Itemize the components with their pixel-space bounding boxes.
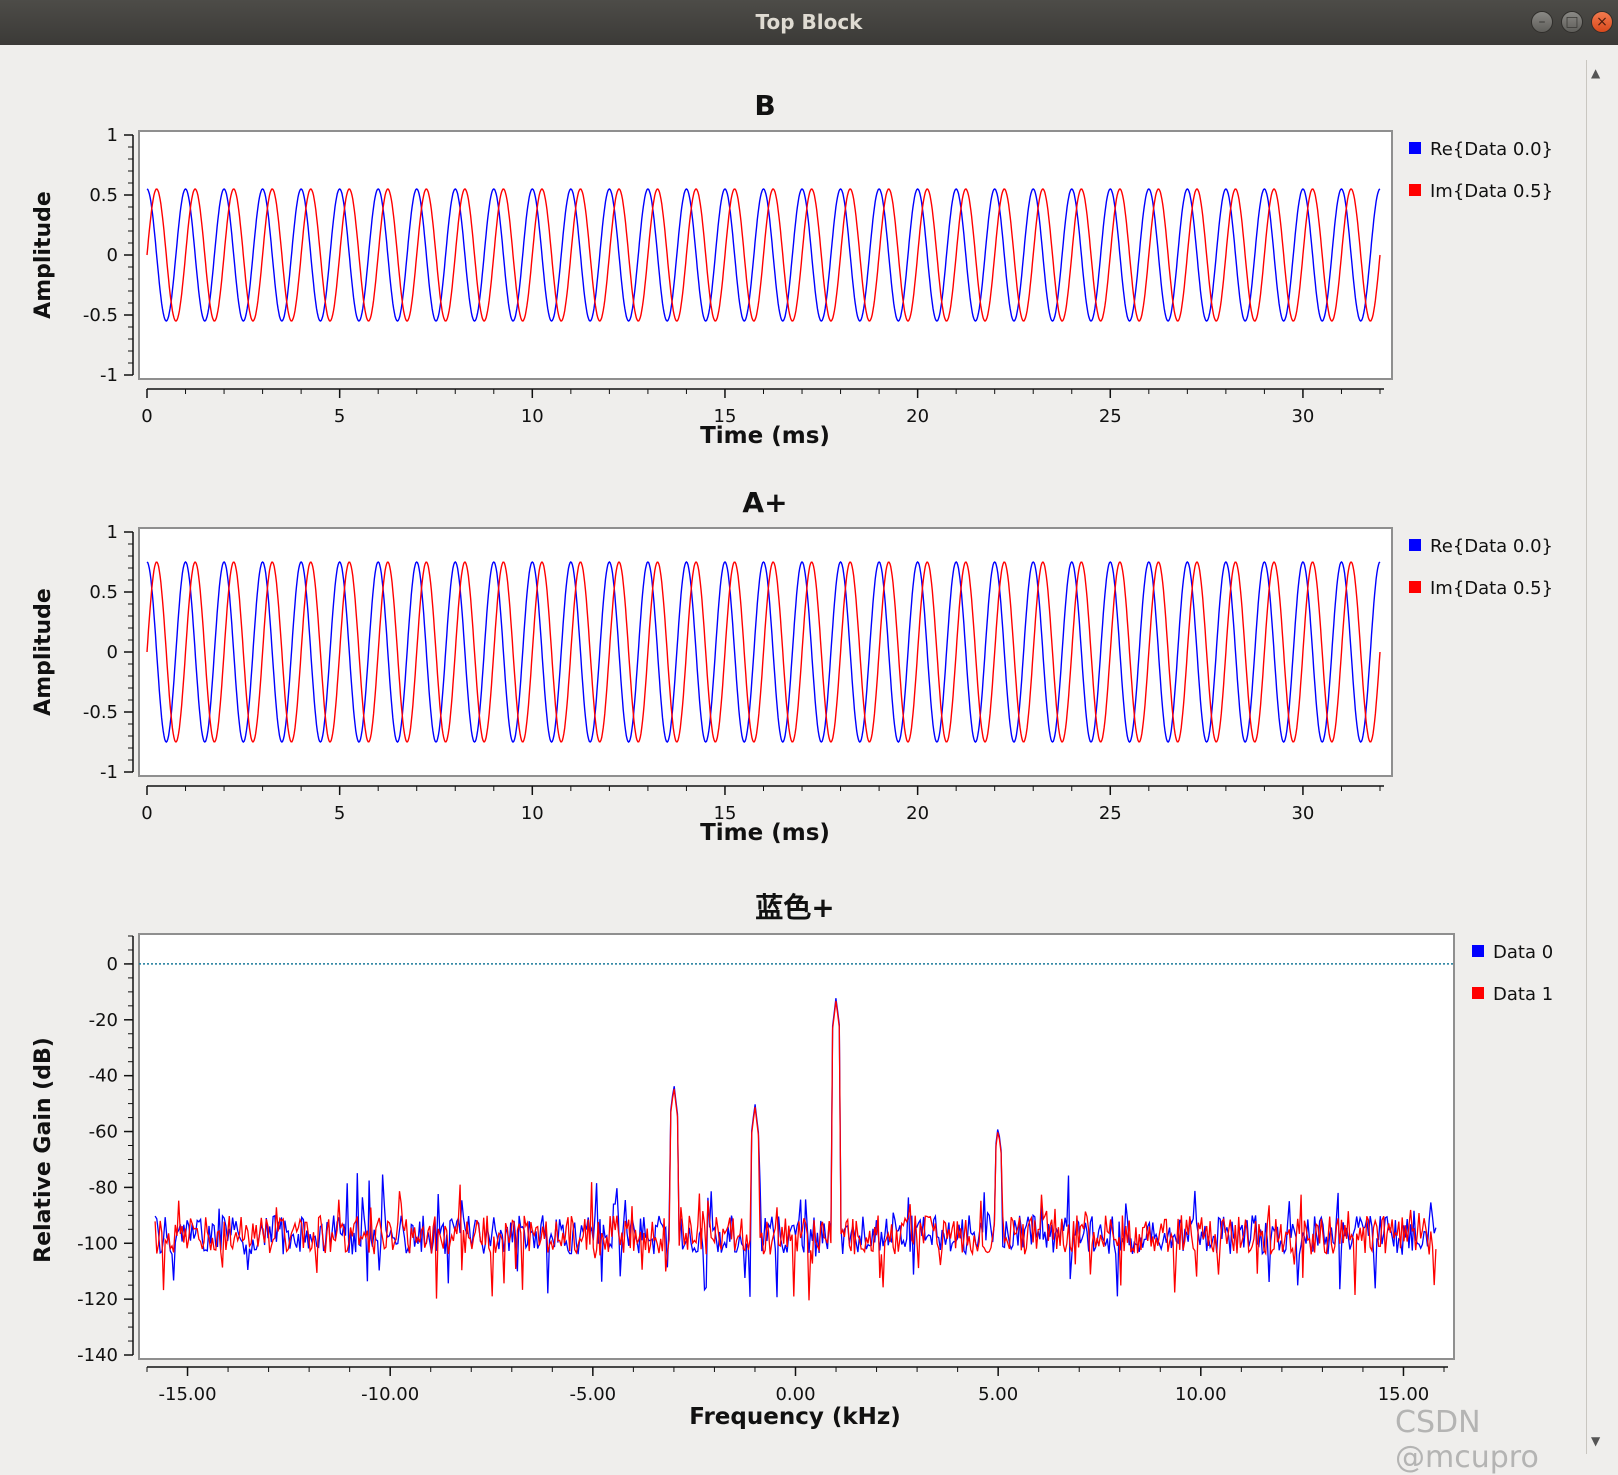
time-plot-a-plus: A+ 1 0.5 0 -0.5 -1 0 5 10 15 20 25 30 Amplitude Ti… bbox=[31, 486, 1553, 846]
y-tick-label: 0 bbox=[107, 954, 118, 975]
x-tick-label: 15 bbox=[714, 803, 737, 824]
trace-real bbox=[146, 188, 1381, 322]
x-tick-label: 25 bbox=[1099, 803, 1122, 824]
x-tick-label: 0 bbox=[141, 406, 152, 427]
legend-entry: Re{Data 0.0} bbox=[1430, 139, 1553, 160]
y-tick-label: -1 bbox=[100, 365, 118, 386]
y-axis: 0 -20 -40 -60 -80 -100 -120 -140 bbox=[77, 935, 134, 1366]
x-tick-label: -15.00 bbox=[159, 1384, 217, 1405]
y-tick-label: -0.5 bbox=[83, 305, 118, 326]
y-tick-label: -60 bbox=[89, 1122, 118, 1143]
x-tick-label: 0.00 bbox=[775, 1384, 815, 1405]
x-tick-label: -10.00 bbox=[361, 1384, 419, 1405]
legend-entry: Re{Data 0.0} bbox=[1430, 536, 1553, 557]
y-tick-label: -80 bbox=[89, 1177, 118, 1198]
legend: Re{Data 0.0} Im{Data 0.5} bbox=[1409, 536, 1553, 599]
y-tick-label: 0.5 bbox=[89, 185, 118, 206]
y-tick-label: -140 bbox=[77, 1345, 118, 1366]
minimize-icon[interactable]: – bbox=[1531, 11, 1553, 33]
x-tick-label: 5 bbox=[334, 803, 345, 824]
x-axis-label: Frequency (kHz) bbox=[689, 1404, 901, 1430]
vertical-scrollbar[interactable]: ▲ ▼ bbox=[1586, 60, 1611, 1454]
trace-group bbox=[146, 188, 1381, 322]
x-tick-label: 20 bbox=[906, 803, 929, 824]
legend-entry: Data 1 bbox=[1493, 984, 1553, 1005]
scroll-down-icon[interactable]: ▼ bbox=[1591, 1434, 1601, 1448]
legend-entry: Im{Data 0.5} bbox=[1430, 578, 1553, 599]
trace-group bbox=[139, 963, 1454, 1301]
maximize-icon[interactable]: □ bbox=[1561, 11, 1583, 33]
x-tick-label: 15.00 bbox=[1378, 1384, 1430, 1405]
y-tick-label: 0.5 bbox=[89, 582, 118, 603]
legend: Re{Data 0.0} Im{Data 0.5} bbox=[1409, 139, 1553, 202]
x-tick-label: 0 bbox=[141, 803, 152, 824]
window-titlebar: Top Block – □ × bbox=[0, 0, 1618, 45]
y-axis-label: Relative Gain (dB) bbox=[31, 1037, 56, 1263]
plot-canvas[interactable] bbox=[138, 130, 1393, 380]
y-tick-label: -100 bbox=[77, 1233, 118, 1254]
plot-title: B bbox=[754, 89, 775, 122]
frequency-plot: 蓝色+ 0 -20 -40 -60 -80 -100 -120 -140 -15.00 -10.… bbox=[31, 891, 1553, 1430]
close-icon[interactable]: × bbox=[1591, 11, 1613, 33]
legend-swatch-blue bbox=[1409, 142, 1421, 154]
x-tick-label: 30 bbox=[1291, 803, 1314, 824]
y-tick-label: 1 bbox=[107, 522, 118, 543]
spectrum-trace-1 bbox=[154, 1000, 1437, 1301]
legend-swatch-red bbox=[1472, 987, 1484, 999]
legend-swatch-red bbox=[1409, 184, 1421, 196]
y-axis-label: Amplitude bbox=[31, 588, 56, 716]
y-tick-label: -120 bbox=[77, 1289, 118, 1310]
y-axis-label: Amplitude bbox=[31, 191, 56, 319]
x-axis: 0 5 10 15 20 25 30 bbox=[141, 388, 1384, 427]
plot-title: 蓝色+ bbox=[755, 891, 834, 924]
scroll-up-icon[interactable]: ▲ bbox=[1591, 66, 1601, 80]
watermark: CSDN @mcupro bbox=[1395, 1405, 1539, 1475]
trace-real bbox=[146, 561, 1381, 743]
legend-entry: Im{Data 0.5} bbox=[1430, 181, 1553, 202]
x-axis-label: Time (ms) bbox=[700, 423, 830, 449]
y-axis: 1 0.5 0 -0.5 -1 bbox=[83, 125, 134, 386]
legend: Data 0 Data 1 bbox=[1472, 942, 1553, 1005]
x-axis: 0 5 10 15 20 25 30 bbox=[141, 785, 1384, 824]
y-tick-label: 0 bbox=[107, 642, 118, 663]
y-tick-label: -0.5 bbox=[83, 702, 118, 723]
y-tick-label: 0 bbox=[107, 245, 118, 266]
trace-imag bbox=[146, 561, 1381, 743]
trace-group bbox=[146, 561, 1381, 743]
window-title: Top Block bbox=[755, 10, 863, 34]
x-tick-label: 10 bbox=[521, 803, 544, 824]
y-axis: 1 0.5 0 -0.5 -1 bbox=[83, 522, 134, 783]
legend-swatch-red bbox=[1409, 581, 1421, 593]
y-tick-label: -40 bbox=[89, 1066, 118, 1087]
time-plot-b: B 1 0.5 0 -0.5 -1 0 5 10 15 20 25 30 Amplitude Tim… bbox=[31, 89, 1553, 449]
x-tick-label: 5 bbox=[334, 406, 345, 427]
x-tick-label: 15 bbox=[714, 406, 737, 427]
x-tick-label: 25 bbox=[1099, 406, 1122, 427]
legend-entry: Data 0 bbox=[1493, 942, 1553, 963]
y-tick-label: -20 bbox=[89, 1010, 118, 1031]
trace-imag bbox=[146, 188, 1381, 322]
plot-title: A+ bbox=[742, 486, 787, 519]
x-tick-label: -5.00 bbox=[570, 1384, 617, 1405]
x-tick-label: 5.00 bbox=[978, 1384, 1018, 1405]
x-tick-label: 30 bbox=[1291, 406, 1314, 427]
x-axis: -15.00 -10.00 -5.00 0.00 5.00 10.00 15.00 bbox=[146, 1366, 1448, 1405]
x-tick-label: 10.00 bbox=[1175, 1384, 1227, 1405]
x-axis-label: Time (ms) bbox=[700, 820, 830, 846]
y-tick-label: -1 bbox=[100, 762, 118, 783]
x-tick-label: 10 bbox=[521, 406, 544, 427]
plot-canvas[interactable] bbox=[138, 933, 1455, 1360]
y-tick-label: 1 bbox=[107, 125, 118, 146]
legend-swatch-blue bbox=[1409, 539, 1421, 551]
legend-swatch-blue bbox=[1472, 945, 1484, 957]
x-tick-label: 20 bbox=[906, 406, 929, 427]
